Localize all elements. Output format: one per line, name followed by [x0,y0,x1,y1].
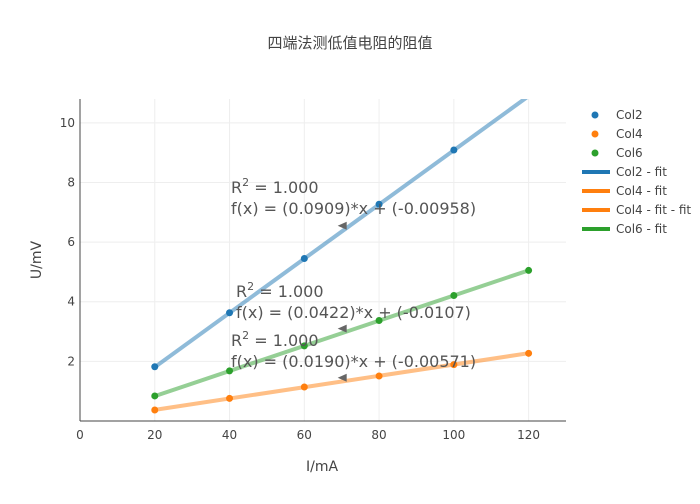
legend-label: Col2 - fit [616,165,667,179]
data-point [151,406,159,414]
x-tick-label: 80 [371,428,386,442]
legend-item: Col6 [591,146,643,160]
legend-marker [591,111,599,119]
legend-label: Col2 [616,108,643,122]
y-tick-label: 8 [67,175,75,189]
x-axis-title: I/mA [306,459,338,475]
legend-item: Col2 - fit [582,165,667,179]
data-point [450,291,458,299]
data-point [300,383,308,391]
data-point [151,363,159,371]
data-point [300,342,308,350]
annotation-r-squared: R2 = 1.000 [236,280,324,301]
fit-line [154,351,529,412]
data-point [450,361,458,369]
annotation-r-squared: R2 = 1.000 [231,176,319,197]
data-point [375,372,383,380]
x-tick-label: 60 [297,428,312,442]
x-tick-label: 0 [76,428,84,442]
x-tick-label: 100 [442,428,465,442]
legend-label: Col6 [616,146,643,160]
annotation-arrowhead [337,221,347,230]
fit-line [153,99,528,369]
y-tick-label: 2 [67,354,75,368]
legend-label: Col4 - fit [616,184,667,198]
data-point [375,200,383,208]
data-point [151,392,159,400]
annotation-equation: f(x) = (0.0909)*x + (-0.00958) [231,199,476,218]
data-point [525,266,533,274]
y-tick-label: 4 [67,295,75,309]
annotation-arrowhead [337,373,347,382]
y-axis-title: U/mV [29,240,45,279]
fit-line [154,268,530,399]
chart-title: 四端法测低值电阻的阻值 [267,34,432,52]
legend-item: Col4 - fit [582,184,667,198]
annotation-equation: f(x) = (0.0422)*x + (-0.0107) [236,303,471,322]
legend-marker [591,149,599,157]
data-point [300,255,308,263]
data-point [226,394,234,402]
x-tick-label: 120 [517,428,540,442]
legend-item: Col4 [591,127,643,141]
annotation-equation: f(x) = (0.0190)*x + (-0.00571) [231,352,476,371]
legend-marker [591,130,599,138]
axis-layer: 0 20 40 60 80 100 120 2 4 6 8 10 [60,99,566,442]
fit-lines-layer [153,99,530,412]
legend-label: Col4 - fit - fit [616,203,691,217]
data-point [226,309,234,317]
data-point [525,349,533,357]
annotation-arrowhead [337,324,347,333]
data-point [375,317,383,325]
y-tick-label: 6 [67,235,75,249]
x-tick-label: 40 [222,428,237,442]
annotation-r-squared: R2 = 1.000 [231,329,319,350]
legend-label: Col6 - fit [616,222,667,236]
legend-item: Col2 [591,108,643,122]
data-point [450,146,458,154]
legend-label: Col4 [616,127,643,141]
legend-item: Col4 - fit - fit [582,203,691,217]
y-tick-label: 10 [60,116,75,130]
legend: Col2 Col4 Col6 Col2 - fit Col4 - fit Col4 - f… [582,108,691,236]
legend-item: Col6 - fit [582,222,667,236]
x-tick-label: 20 [147,428,162,442]
points-layer [151,146,533,414]
data-point [226,367,234,375]
annotations-layer: R2 = 1.000 f(x) = (0.0909)*x + (-0.00958)… [231,176,476,382]
